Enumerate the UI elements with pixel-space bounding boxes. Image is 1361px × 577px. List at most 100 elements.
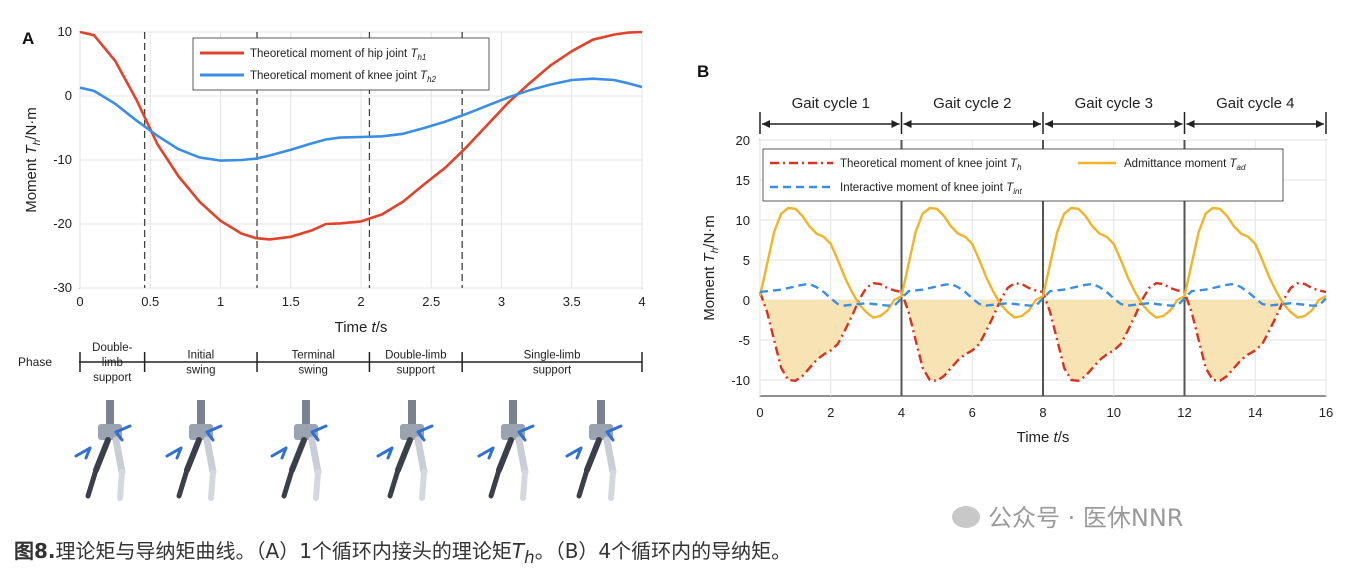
arrow-left-icon [903, 120, 912, 128]
exo-hip-unit [189, 424, 213, 440]
panel-a-y-tick-label: 0 [65, 88, 72, 103]
mannequin-leg [203, 436, 217, 476]
legend-theoretical-label: Theoretical moment of knee joint Th [840, 158, 1022, 172]
mannequin-shank [520, 469, 528, 501]
mannequin-leg [603, 436, 617, 476]
exo-frame-post [597, 400, 605, 426]
panel-a-phase-lines [143, 32, 463, 288]
motion-arrow-icon [114, 424, 132, 442]
exo-thigh [584, 437, 602, 473]
panel-a-x-tick-label: 0.5 [141, 294, 159, 309]
mannequin-leg [308, 436, 322, 476]
panel-a-y-tick-label: 10 [58, 24, 72, 39]
exoskeleton-figure [165, 400, 223, 501]
arrow-right-icon [1316, 120, 1324, 128]
exo-shank [488, 467, 502, 499]
phase-row: Phase Double-limb support Initial swing Term… [18, 342, 643, 384]
panel-a-x-tick-label: 3 [498, 294, 505, 309]
admittance-fill-area [760, 300, 1326, 381]
exoskeleton-figure [565, 400, 623, 501]
exo-thigh [289, 437, 307, 473]
panel-a-y-tick-label: -30 [53, 280, 72, 295]
panel-a-letter: A [22, 29, 34, 48]
panel-b-x-tick-label: 12 [1177, 405, 1191, 420]
panel-a-x-tick-label: 1 [217, 294, 224, 309]
panel-b-y-tick-label: 20 [736, 133, 750, 148]
knee-moment-line [79, 77, 643, 162]
legend-knee-label: Theoretical moment of knee joint Th2 [250, 70, 437, 84]
panel-a-y-ticks: 10 0 -10 -20 -30 [53, 24, 72, 295]
gait-cycle-label: Gait cycle 2 [933, 95, 1011, 112]
exo-hip-unit [501, 424, 525, 440]
exo-hip-unit [400, 424, 424, 440]
phase-label: Double-limb support [92, 342, 132, 384]
motion-arrow-icon [270, 446, 288, 460]
phase-header: Phase [18, 355, 52, 369]
phase-label: Double-limb support [385, 350, 446, 377]
gait-cycle-header: Gait cycle 1 Gait cycle 2 Gait cycle 3 Gait… [759, 95, 1327, 134]
panel-a-x-ticks: 0 0.5 1 1.5 2 2.5 3 3.5 4 [76, 294, 645, 309]
gait-cycle-label: Gait cycle 4 [1216, 95, 1294, 112]
motion-arrow-icon [416, 424, 434, 442]
arrow-right-icon [1174, 120, 1183, 128]
panel-b-x-ticks: 0 2 4 6 8 10 12 14 16 [756, 405, 1333, 420]
panel-a-legend: Theoretical moment of hip joint Th1 Theo… [192, 37, 490, 91]
hip-moment-line [79, 30, 643, 241]
panel-b-letter: B [697, 62, 709, 81]
wechat-icon [952, 506, 980, 528]
panel-a-x-tick-label: 2.5 [422, 294, 440, 309]
admittance-moment-line [758, 206, 1327, 319]
mannequin-leg [414, 436, 428, 476]
exoskeleton-figure [270, 400, 328, 501]
exoskeleton-illustrations [74, 400, 623, 501]
panel-b-series [758, 206, 1327, 382]
panel-b-x-axis-label: Time t/s [1017, 429, 1070, 446]
phase-label: Single-limb support [524, 350, 581, 377]
panel-b-x-tick-label: 8 [1039, 405, 1046, 420]
panel-b-y-tick-label: -5 [738, 333, 750, 348]
panel-a-y-tick-label: -10 [53, 152, 72, 167]
panel-a-x-tick-label: 4 [638, 294, 645, 309]
panel-b-x-tick-label: 14 [1248, 405, 1262, 420]
exo-shank [85, 467, 99, 499]
motion-arrow-icon [477, 446, 495, 460]
panel-b-x-tick-label: 0 [756, 405, 763, 420]
mannequin-shank [419, 469, 427, 501]
panel-a-x-axis-label: Time t/s [335, 319, 388, 336]
caption-text-after: 。（B）4个循环内的导纳矩。 [534, 539, 792, 563]
exo-frame-post [106, 400, 114, 426]
watermark: 公众号 · 医休NNR [952, 498, 1183, 533]
panel-a-y-tick-label: -20 [53, 216, 72, 231]
mannequin-shank [117, 469, 125, 501]
legend-hip-label: Theoretical moment of hip joint Th1 [250, 48, 426, 62]
panel-b-y-tick-label: 0 [743, 293, 750, 308]
exoskeleton-figure [74, 400, 132, 501]
mannequin-shank [608, 469, 616, 501]
exo-frame-post [408, 400, 416, 426]
motion-arrow-icon [165, 446, 183, 460]
exoskeleton-figure [477, 400, 535, 501]
exo-thigh [395, 437, 413, 473]
exo-hip-unit [98, 424, 122, 440]
exo-frame-post [197, 400, 205, 426]
interactive-moment-line [759, 282, 1327, 307]
arrow-right-icon [1033, 120, 1041, 128]
panel-b-x-tick-label: 16 [1319, 405, 1333, 420]
exo-hip-unit [589, 424, 613, 440]
exo-shank [387, 467, 401, 499]
gait-cycle-label: Gait cycle 1 [792, 95, 870, 112]
exo-shank [281, 467, 295, 499]
panel-a-x-tick-label: 1.5 [282, 294, 300, 309]
exo-hip-unit [294, 424, 318, 440]
exo-thigh [93, 437, 111, 473]
panel-b-y-ticks: 20 15 10 5 0 -5 -10 [731, 133, 750, 388]
caption-symbol: T [511, 539, 525, 563]
mannequin-leg [112, 436, 126, 476]
motion-arrow-icon [605, 424, 623, 442]
exo-thigh [496, 437, 514, 473]
motion-arrow-icon [517, 424, 535, 442]
exoskeleton-figure [376, 400, 434, 501]
legend-interactive-label: Interactive moment of knee joint Tint [840, 182, 1022, 196]
mannequin-shank [313, 469, 321, 501]
